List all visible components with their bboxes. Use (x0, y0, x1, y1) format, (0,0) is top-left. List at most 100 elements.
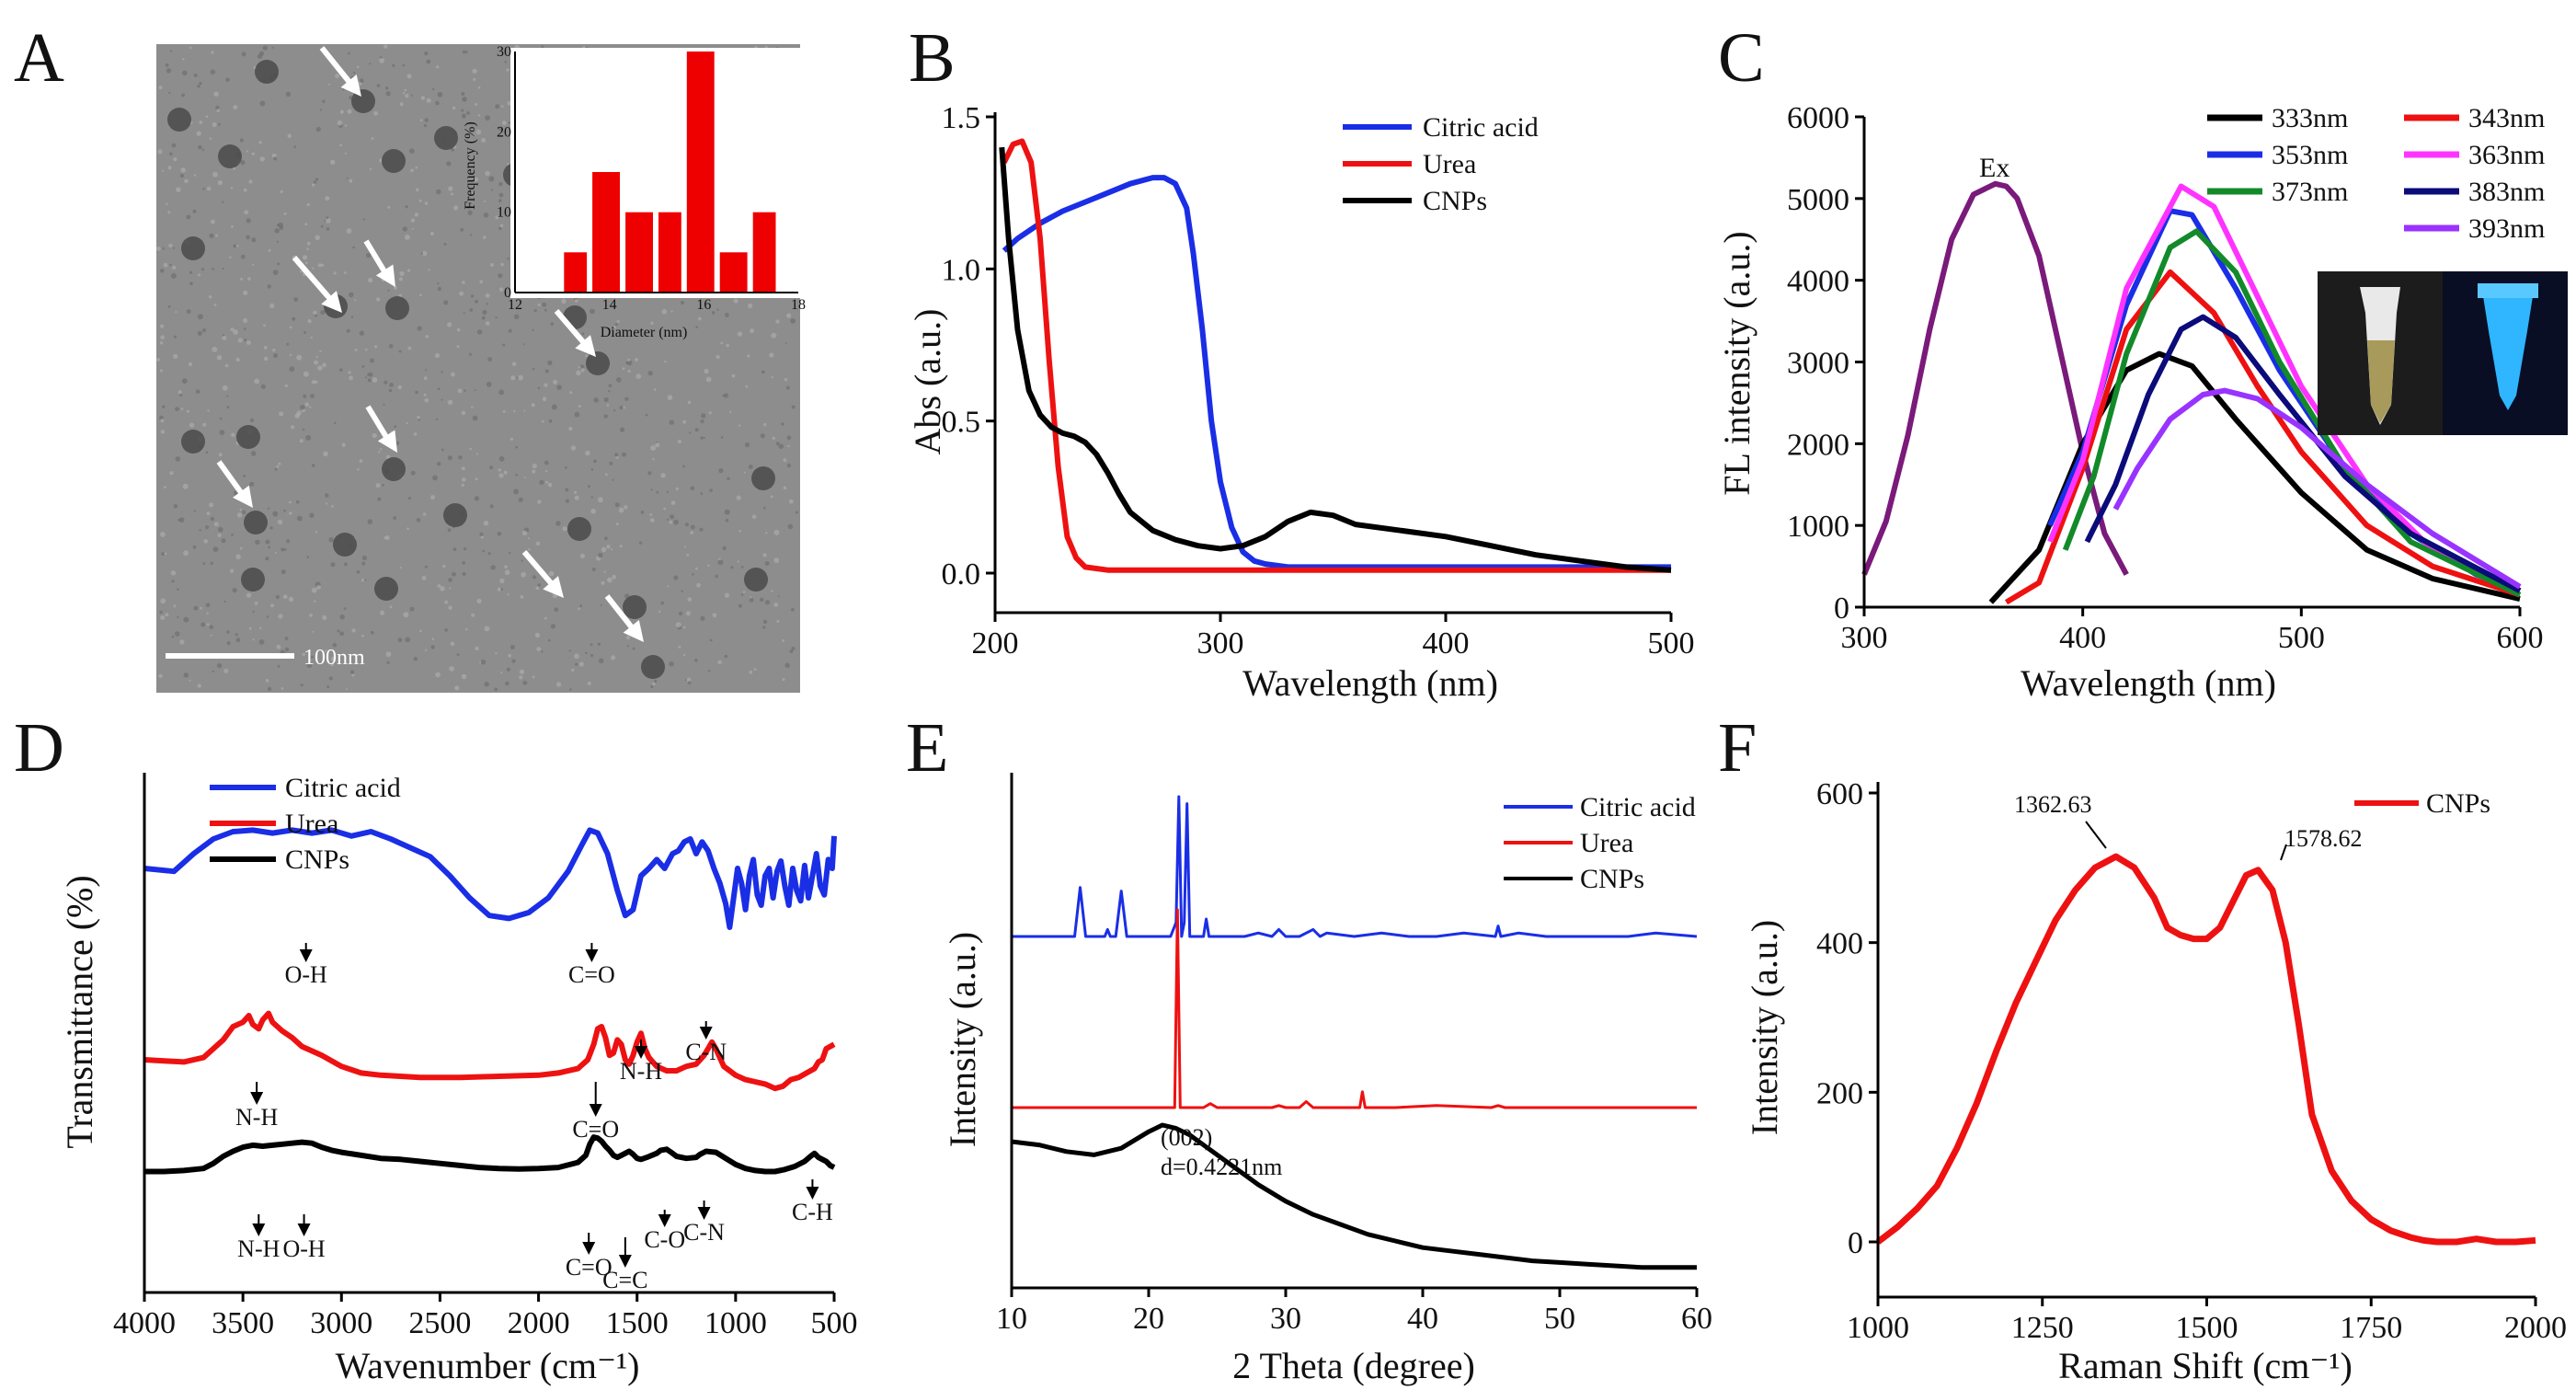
tem-noise (451, 147, 454, 152)
tem-noise (424, 649, 428, 651)
tem-noise (613, 326, 616, 329)
tem-noise (475, 129, 482, 135)
tem-noise (399, 567, 402, 569)
plot-f-ytick-label: 600 (1816, 777, 1863, 811)
tem-noise (748, 303, 753, 309)
tem-noise (590, 468, 594, 471)
plot-c-ytick-label: 4000 (1787, 265, 1849, 299)
annotation-002: (002) (1161, 1124, 1212, 1151)
tem-noise (389, 605, 393, 609)
tem-noise (322, 99, 326, 103)
tem-noise (344, 124, 348, 127)
histogram-bar (564, 252, 588, 293)
tem-noise (635, 358, 638, 362)
tem-noise (601, 580, 605, 585)
tem-noise (263, 346, 268, 350)
tem-noise (250, 418, 255, 422)
tem-noise (446, 161, 452, 167)
tem-noise (471, 406, 474, 408)
tem-noise (242, 510, 246, 514)
plot-d-xtick-label: 1500 (606, 1306, 669, 1340)
tem-noise (736, 495, 741, 500)
tem-noise (320, 224, 324, 228)
tem-noise (509, 645, 515, 649)
annotation-arrowhead (585, 949, 599, 962)
legend-label-cnps-e: CNPs (1580, 864, 1644, 894)
tem-noise (708, 411, 712, 415)
tem-noise (265, 539, 270, 545)
tem-noise (252, 638, 255, 641)
tem-noise (346, 228, 352, 234)
tem-noise (255, 539, 260, 546)
tem-noise (284, 637, 289, 640)
tem-noise (690, 524, 695, 530)
tem-noise (475, 477, 478, 481)
tem-noise (398, 350, 402, 353)
tem-noise (402, 226, 408, 232)
scale-bar-label: 100nm (303, 646, 365, 670)
tem-noise (718, 468, 724, 474)
tem-noise (209, 233, 214, 238)
nanoparticle (241, 568, 265, 592)
tem-noise (267, 507, 270, 510)
tem-noise (687, 400, 692, 405)
tem-noise (480, 535, 484, 539)
tem-noise (748, 465, 753, 469)
tem-noise (551, 404, 557, 410)
nanoparticle (586, 351, 610, 375)
tem-noise (164, 486, 166, 488)
tem-noise (280, 687, 284, 690)
tem-noise (550, 322, 555, 326)
tem-noise (777, 595, 780, 598)
tem-noise (415, 390, 418, 395)
panel-e: E 10 20 30 40 50 60 2 Theta (degree) Intensit… (906, 709, 1712, 1386)
tem-noise (588, 485, 590, 488)
tem-noise (437, 387, 441, 391)
tem-noise (259, 156, 265, 162)
tem-noise (437, 91, 443, 98)
tem-noise (424, 565, 428, 569)
tem-noise (195, 389, 200, 395)
tem-noise (568, 426, 573, 431)
tem-noise (409, 148, 415, 154)
plot-f-ytick-label: 0 (1848, 1226, 1863, 1260)
tem-noise (722, 546, 727, 551)
tem-noise (553, 379, 558, 385)
tem-noise (658, 610, 661, 613)
tem-noise (282, 594, 288, 600)
tem-noise (791, 405, 796, 409)
tem-noise (389, 383, 394, 387)
pointer-arrow-head (377, 430, 397, 453)
tem-noise (600, 603, 602, 606)
annotation-arrowhead (658, 1214, 671, 1227)
legend-label-urea-b: Urea (1423, 149, 1476, 179)
tem-noise (762, 553, 767, 557)
tem-noise (682, 419, 687, 424)
tem-noise (731, 373, 736, 378)
tem-noise (449, 666, 454, 672)
tem-noise (483, 520, 489, 526)
tem-noise (188, 362, 193, 366)
tem-noise (322, 362, 326, 368)
tem-noise (509, 551, 511, 555)
tem-noise (348, 371, 351, 374)
tem-noise (483, 213, 489, 218)
tem-noise (609, 461, 613, 465)
tem-noise (334, 421, 337, 425)
inset-xtick-label: 16 (696, 297, 711, 313)
tem-noise (306, 662, 313, 669)
tem-noise (272, 348, 276, 352)
tem-noise (574, 653, 579, 660)
inset-xtick-label: 18 (791, 297, 806, 313)
tem-noise (402, 63, 406, 67)
plot-d-xtick-label: 3500 (212, 1306, 274, 1340)
tem-noise (664, 360, 667, 363)
inset-ylabel: Frequency (%) (463, 121, 478, 210)
plot-c-ytick-label: 2000 (1787, 428, 1849, 462)
tem-noise (316, 585, 321, 590)
tem-noise (537, 583, 541, 587)
tem-noise (762, 619, 768, 625)
tem-noise (230, 187, 234, 190)
tem-noise (435, 672, 441, 678)
